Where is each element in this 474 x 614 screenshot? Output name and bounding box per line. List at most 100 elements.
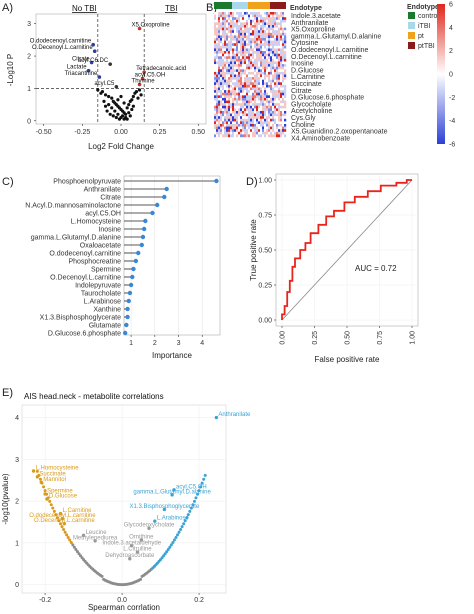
heatmap-cell xyxy=(266,12,269,15)
heatmap-cell xyxy=(278,105,281,109)
importance-category-9: O.dodecenoyl.carnitine xyxy=(49,251,121,258)
volcano-point-label-10: acyl.C5 xyxy=(94,81,115,87)
importance-category-8: Oxaloacetate xyxy=(80,243,121,250)
importance-x-axis-label: Importance xyxy=(152,351,193,360)
heatmap-cell xyxy=(246,134,249,138)
heatmap-cell xyxy=(216,84,219,88)
heatmap-cell xyxy=(278,53,281,57)
correlation-labels: AnthranilateL.HomocysteineSuccinateManni… xyxy=(29,412,251,559)
heatmap-cell xyxy=(278,77,281,80)
correlation-point xyxy=(177,530,181,534)
heatmap-cell xyxy=(232,19,235,23)
heatmap-cell xyxy=(256,79,259,83)
heatmap-cell xyxy=(274,53,277,57)
heatmap-cell xyxy=(222,56,225,60)
heatmap-cell xyxy=(246,14,249,18)
heatmap-cell xyxy=(274,116,277,119)
heatmap-cell xyxy=(252,66,255,70)
heatmap-cell xyxy=(282,48,285,52)
heatmap-cell xyxy=(258,97,261,101)
heatmap-cell xyxy=(250,74,253,78)
heatmap-cell xyxy=(236,38,239,41)
heatmap-cell xyxy=(248,71,251,75)
heatmap-cell xyxy=(230,22,233,26)
heatmap-cell xyxy=(244,45,247,49)
heatmap-cell xyxy=(246,38,249,41)
heatmap-cell xyxy=(252,40,255,44)
heatmap-row-label-14: Acetylcholine xyxy=(291,108,332,115)
heatmap-cell xyxy=(216,134,219,138)
heatmap-cell xyxy=(216,14,219,18)
heatmap-row-label-17: X5.Guanidino.2.oxopentanoate xyxy=(291,129,388,136)
heatmap-cell xyxy=(244,131,247,135)
heatmap-cell xyxy=(284,12,287,15)
heatmap-cell xyxy=(222,74,225,78)
heatmap-cell xyxy=(232,82,235,86)
heatmap-cell xyxy=(260,105,263,109)
heatmap-cell xyxy=(226,48,229,52)
heatmap-cell xyxy=(258,87,261,91)
heatmap-cell xyxy=(224,87,227,91)
correlation-plot-title: AIS head.neck - metabolite correlations xyxy=(24,392,164,401)
heatmap-cell xyxy=(270,53,273,57)
heatmap-cell xyxy=(278,64,281,67)
heatmap-cell xyxy=(270,43,273,47)
heatmap-cell xyxy=(228,123,231,127)
heatmap-cell xyxy=(260,90,263,93)
importance-point-10 xyxy=(133,258,139,264)
heatmap-cell xyxy=(216,123,219,127)
heatmap-cell xyxy=(222,131,225,135)
heatmap-cell xyxy=(230,56,233,60)
heatmap-cell xyxy=(276,79,279,83)
heatmap-cell xyxy=(238,129,241,132)
heatmap-cell xyxy=(240,118,243,122)
heatmap-cell xyxy=(278,123,281,127)
heatmap-cell xyxy=(246,35,249,39)
heatmap-cell xyxy=(242,30,245,34)
heatmap-cell xyxy=(226,121,229,125)
heatmap-cell xyxy=(216,108,219,112)
heatmap-cell xyxy=(220,32,223,36)
heatmap-cell xyxy=(218,48,221,52)
heatmap-cell xyxy=(284,45,287,49)
heatmap-cell xyxy=(258,100,261,104)
heatmap-cell xyxy=(268,77,271,80)
heatmap-cell xyxy=(266,87,269,91)
heatmap-cell xyxy=(252,103,255,106)
heatmap-cell xyxy=(246,17,249,21)
heatmap-cell xyxy=(224,17,227,21)
heatmap-cell xyxy=(244,14,247,18)
heatmap-cell xyxy=(256,92,259,96)
heatmap-cell xyxy=(240,123,243,127)
heatmap-cell xyxy=(250,97,253,101)
heatmap-cell xyxy=(252,38,255,41)
heatmap-cell xyxy=(260,14,263,18)
heatmap-cell xyxy=(268,43,271,47)
heatmap-cell xyxy=(260,121,263,125)
heatmap-cell xyxy=(216,113,219,117)
heatmap-cell xyxy=(214,79,217,83)
heatmap-cell xyxy=(238,108,241,112)
heatmap-cell xyxy=(280,82,283,86)
heatmap-cell xyxy=(274,123,277,127)
heatmap-cell xyxy=(238,116,241,119)
endotype-legend-swatch-1 xyxy=(408,22,415,29)
heatmap-cell xyxy=(262,82,265,86)
heatmap-cell xyxy=(234,38,237,41)
heatmap-cell xyxy=(248,12,251,15)
heatmap-cell xyxy=(230,45,233,49)
heatmap-cell xyxy=(214,40,217,44)
heatmap-cell xyxy=(258,22,261,26)
importance-point-9 xyxy=(136,250,141,256)
heatmap-cell xyxy=(216,69,219,73)
heatmap-cell xyxy=(272,51,275,54)
heatmap-cell xyxy=(224,105,227,109)
heatmap-cell xyxy=(234,25,237,28)
heatmap-cell xyxy=(224,90,227,93)
heatmap-cell xyxy=(218,105,221,109)
heatmap-cell xyxy=(268,17,271,21)
heatmap-cell xyxy=(274,87,277,91)
heatmap-cell xyxy=(252,95,255,99)
heatmap-cell xyxy=(230,110,233,114)
heatmap-cell xyxy=(218,126,221,130)
